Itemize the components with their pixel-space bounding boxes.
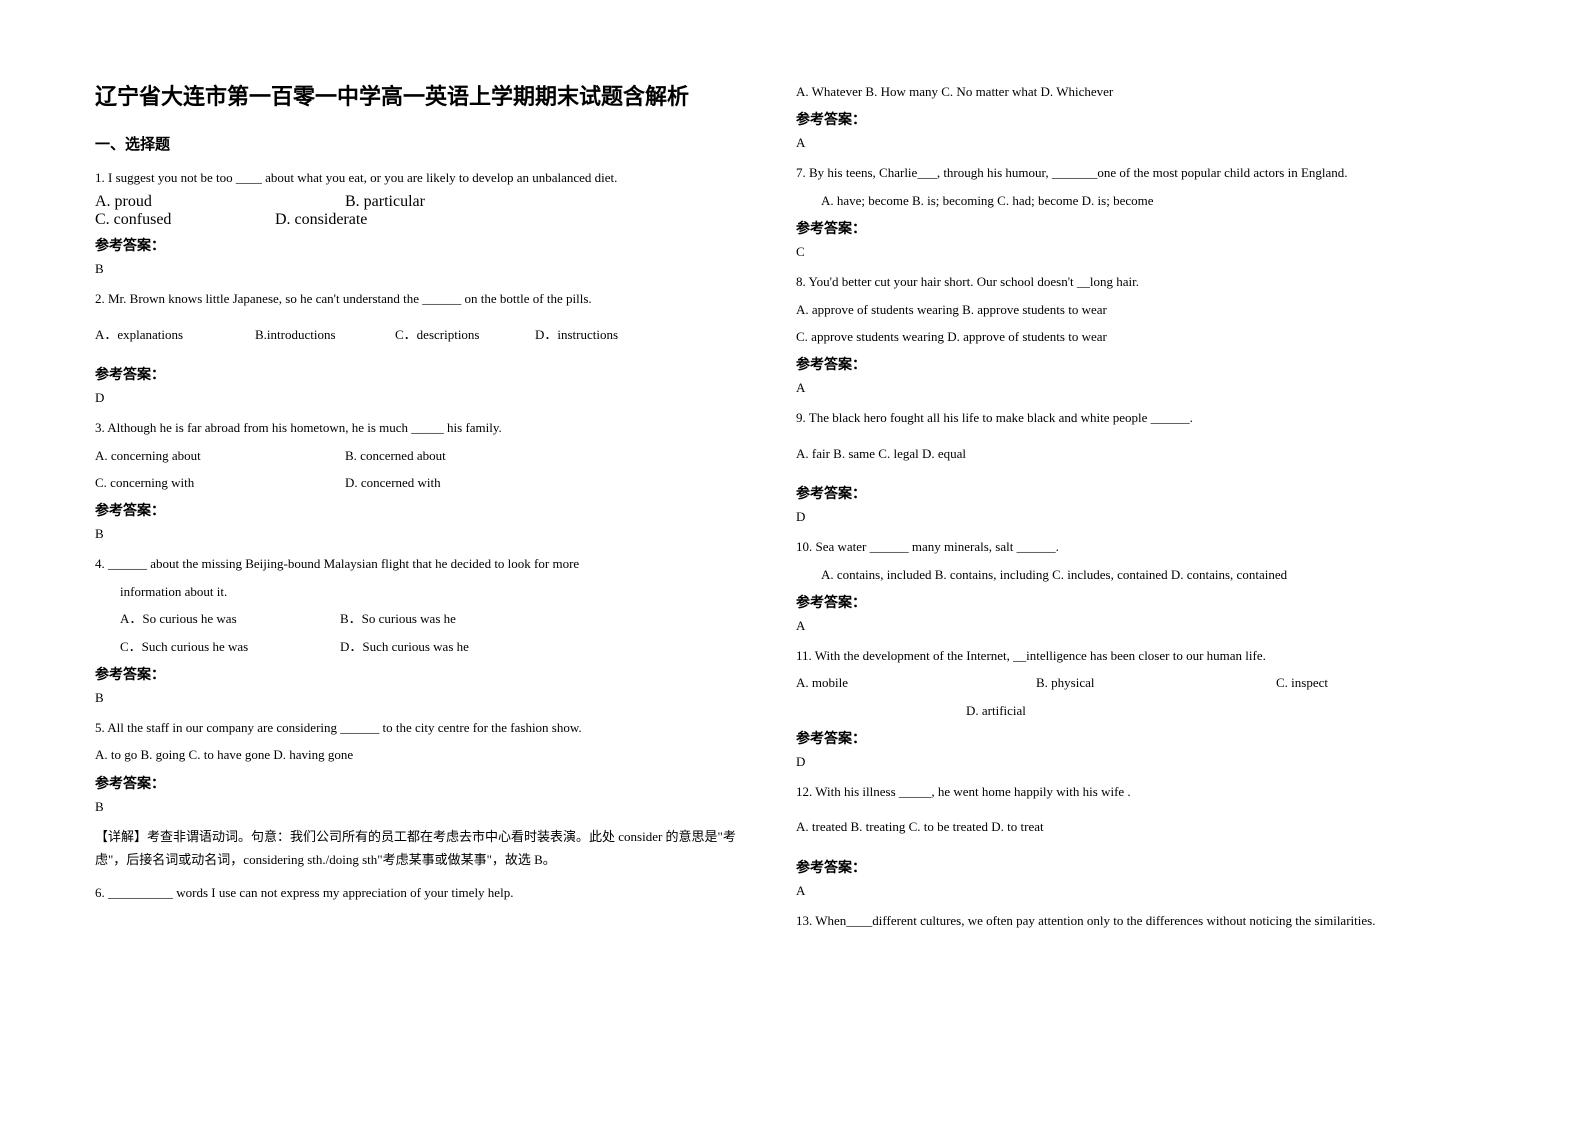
option-a: A. mobile [796, 671, 1036, 694]
option-c: C．Such curious he was [120, 635, 340, 658]
right-column: A. Whatever B. How many C. No matter wha… [796, 80, 1497, 1082]
answer: C [796, 244, 1457, 260]
option-b: B. physical [1036, 671, 1276, 694]
option-row: A. mobile B. physical C. inspect [796, 671, 1457, 694]
question-text: 11. With the development of the Internet… [796, 644, 1457, 667]
options: A. have; become B. is; becoming C. had; … [796, 189, 1457, 212]
option-d: D. concerned with [345, 471, 441, 494]
options: A. Whatever B. How many C. No matter wha… [796, 80, 1457, 103]
answer: A [796, 618, 1457, 634]
options: A. contains, included B. contains, inclu… [796, 563, 1457, 586]
option-row: A. concerning about B. concerned about [95, 444, 756, 467]
question-text: 9. The black hero fought all his life to… [796, 406, 1457, 429]
option-d: D. considerate [275, 211, 367, 229]
answer: B [95, 690, 756, 706]
answer: B [95, 799, 756, 815]
option-b: B.introductions [255, 323, 395, 346]
answer-label: 参考答案： [796, 483, 1457, 503]
question-text: 12. With his illness _____, he went home… [796, 780, 1457, 803]
answer: D [796, 754, 1457, 770]
question-text: 7. By his teens, Charlie___, through his… [796, 161, 1457, 184]
question-text: 10. Sea water ______ many minerals, salt… [796, 535, 1457, 558]
section-header: 一、选择题 [95, 133, 756, 154]
option-b: B. concerned about [345, 444, 446, 467]
answer-label: 参考答案： [95, 664, 756, 684]
question-text: 5. All the staff in our company are cons… [95, 716, 756, 739]
options: C. approve students wearing D. approve o… [796, 325, 1457, 348]
option-b: B．So curious was he [340, 607, 456, 630]
answer-label: 参考答案： [796, 857, 1457, 877]
answer-label: 参考答案： [796, 592, 1457, 612]
question-text: 2. Mr. Brown knows little Japanese, so h… [95, 287, 756, 310]
answer: D [95, 390, 756, 406]
answer-label: 参考答案： [796, 354, 1457, 374]
option-c: C. confused [95, 211, 275, 229]
option-d: D．instructions [535, 323, 618, 346]
options: A. fair B. same C. legal D. equal [796, 442, 1457, 465]
answer-label: 参考答案： [95, 500, 756, 520]
question-text: 6. __________ words I use can not expres… [95, 881, 756, 904]
left-column: 辽宁省大连市第一百零一中学高一英语上学期期末试题含解析 一、选择题 1. I s… [95, 80, 796, 1082]
option-row: A．explanations B.introductions C．descrip… [95, 323, 756, 346]
answer-label: 参考答案： [796, 218, 1457, 238]
option-b: B. particular [345, 193, 425, 211]
answer: A [796, 135, 1457, 151]
option-d: D．Such curious was he [340, 635, 469, 658]
question-text: 13. When____different cultures, we often… [796, 909, 1457, 932]
options: A. approve of students wearing B. approv… [796, 298, 1457, 321]
option-row: C. concerning with D. concerned with [95, 471, 756, 494]
option-c: C. inspect [1276, 671, 1328, 694]
answer: B [95, 261, 756, 277]
option-row: A．So curious he was B．So curious was he [95, 607, 756, 630]
option-row: C．Such curious he was D．Such curious was… [95, 635, 756, 658]
option-a: A. concerning about [95, 444, 345, 467]
answer: B [95, 526, 756, 542]
question-text: 3. Although he is far abroad from his ho… [95, 416, 756, 439]
option-row: C. confused D. considerate [95, 211, 756, 229]
option-c: C．descriptions [395, 323, 535, 346]
answer-label: 参考答案： [95, 235, 756, 255]
question-text-cont: information about it. [95, 580, 756, 603]
explanation: 【详解】考查非谓语动词。句意：我们公司所有的员工都在考虑去市中心看时装表演。此处… [95, 825, 756, 872]
question-text: 4. ______ about the missing Beijing-boun… [95, 552, 756, 575]
answer-label: 参考答案： [796, 109, 1457, 129]
option-a: A．explanations [95, 323, 255, 346]
option-c: C. concerning with [95, 471, 345, 494]
question-text: 8. You'd better cut your hair short. Our… [796, 270, 1457, 293]
question-text: 1. I suggest you not be too ____ about w… [95, 166, 756, 189]
answer-label: 参考答案： [796, 728, 1457, 748]
answer: D [796, 509, 1457, 525]
options: A. to go B. going C. to have gone D. hav… [95, 743, 756, 766]
document-title: 辽宁省大连市第一百零一中学高一英语上学期期末试题含解析 [95, 80, 756, 113]
option-a: A．So curious he was [120, 607, 340, 630]
answer: A [796, 883, 1457, 899]
answer-label: 参考答案： [95, 773, 756, 793]
option-a: A. proud [95, 193, 345, 211]
options: A. treated B. treating C. to be treated … [796, 815, 1457, 838]
option-row: A. proud B. particular [95, 193, 756, 211]
answer-label: 参考答案： [95, 364, 756, 384]
answer: A [796, 380, 1457, 396]
option-d: D. artificial [796, 699, 1457, 722]
